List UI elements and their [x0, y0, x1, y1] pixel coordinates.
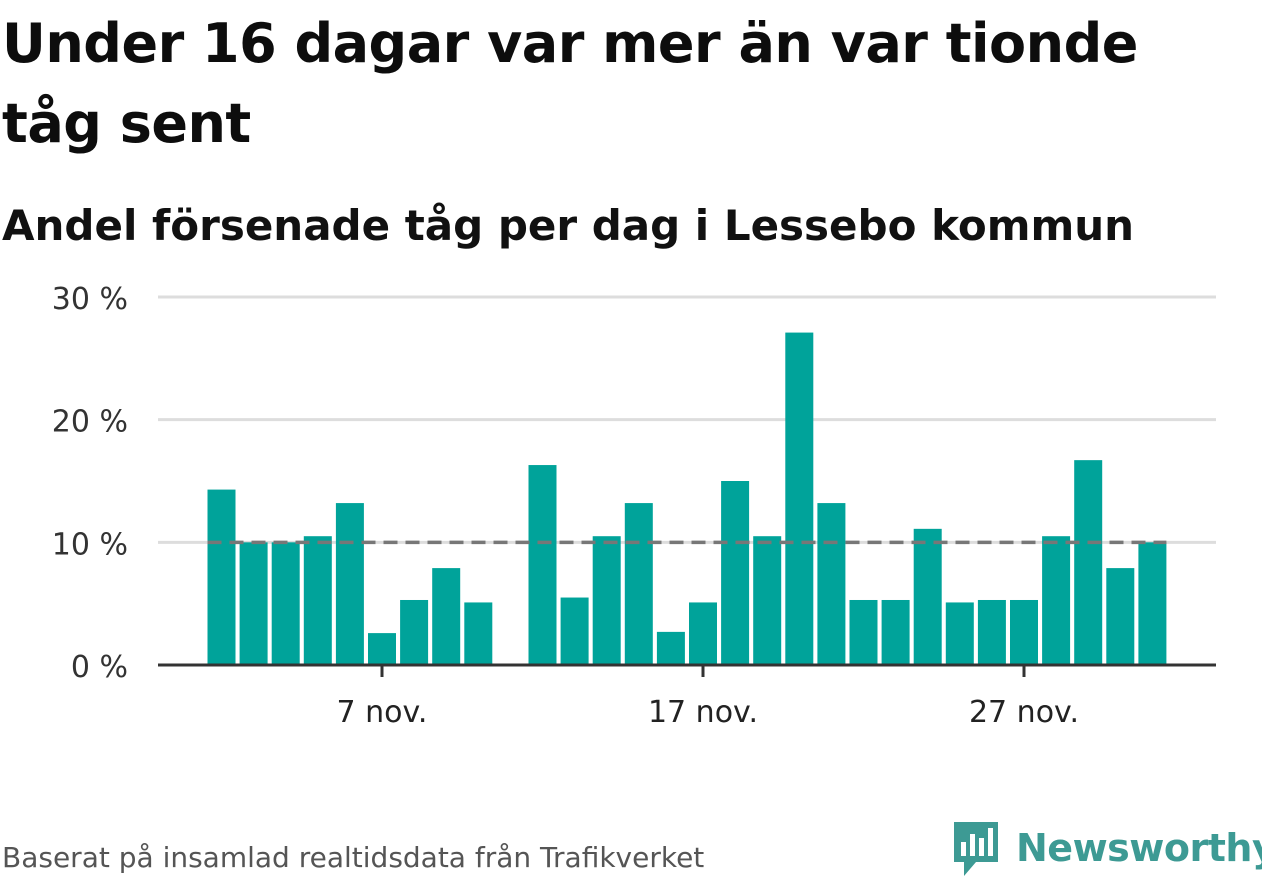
- bar: [913, 528, 942, 665]
- bar: [977, 599, 1006, 665]
- brand-logo[interactable]: Newsworthy: [950, 818, 1262, 878]
- bar: [881, 599, 910, 665]
- bar: [1106, 568, 1135, 665]
- bar: [432, 568, 461, 665]
- x-tick-label: 27 nov.: [969, 695, 1079, 730]
- bar: [1042, 536, 1071, 665]
- bar: [1074, 460, 1103, 665]
- bar: [560, 597, 589, 665]
- bar: [592, 536, 621, 665]
- bar: [400, 599, 429, 665]
- chart-title: Under 16 dagar var mer än var tionde tåg…: [2, 12, 1138, 155]
- bar: [785, 332, 814, 665]
- bar: [849, 599, 878, 665]
- bar-chart: 0 % 10 % 20 % 30 % 7 nov. 17 nov. 27 nov.: [52, 282, 1216, 730]
- newsworthy-logo-icon: [954, 822, 998, 876]
- brand-name: Newsworthy: [1016, 826, 1262, 870]
- bar: [303, 536, 332, 665]
- x-tick-label: 17 nov.: [648, 695, 758, 730]
- x-tick-label: 7 nov.: [337, 695, 428, 730]
- bars: [207, 332, 1167, 665]
- y-tick-label: 10 %: [52, 527, 128, 562]
- bar: [239, 542, 268, 665]
- bar: [207, 489, 236, 665]
- bar: [271, 542, 300, 665]
- bar: [335, 503, 364, 665]
- y-tick-label: 0 %: [71, 650, 128, 685]
- y-tick-label: 30 %: [52, 282, 128, 317]
- bar: [624, 503, 653, 665]
- bar: [753, 536, 782, 665]
- bar: [945, 602, 974, 665]
- bar: [368, 633, 396, 665]
- axes: 0 % 10 % 20 % 30 % 7 nov. 17 nov. 27 nov.: [52, 282, 1216, 730]
- grid-lines: [158, 295, 1216, 544]
- chart-subtitle: Andel försenade tåg per dag i Lessebo ko…: [2, 201, 1135, 250]
- bar: [1138, 542, 1167, 665]
- bar: [1010, 599, 1038, 665]
- bar: [528, 465, 557, 665]
- bar: [689, 602, 717, 665]
- source-note: Baserat på insamlad realtidsdata från Tr…: [2, 841, 705, 874]
- bar: [817, 503, 846, 665]
- bar: [656, 631, 685, 665]
- y-tick-label: 20 %: [52, 405, 128, 440]
- bar: [464, 602, 493, 665]
- bar: [721, 481, 750, 665]
